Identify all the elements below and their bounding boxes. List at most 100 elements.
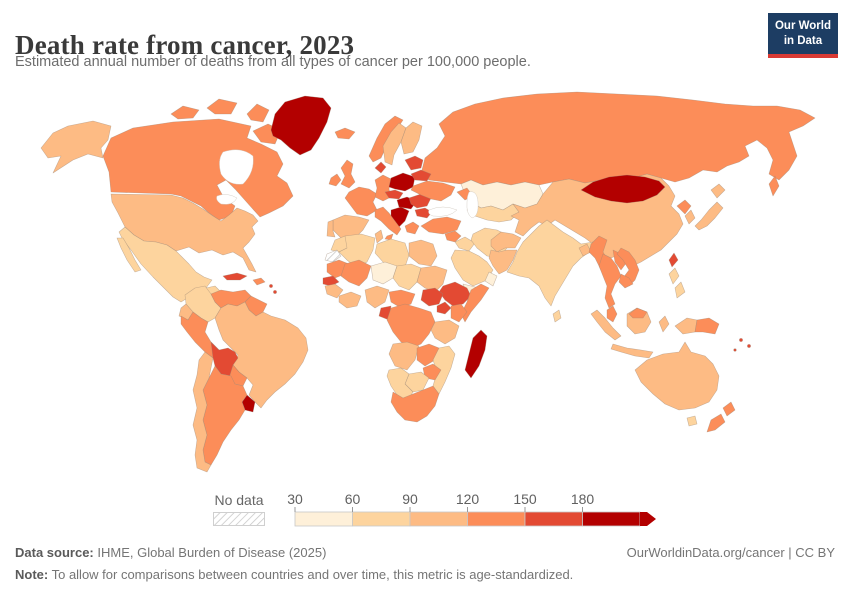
country-australia[interactable] [634,341,720,411]
country-guinea[interactable] [324,283,344,299]
country-cambodia[interactable] [618,273,634,289]
country-mali[interactable] [340,259,372,287]
country-united-kingdom[interactable] [340,159,356,189]
country-south-korea[interactable] [684,209,696,225]
svg-text:120: 120 [456,491,480,507]
country-south-africa[interactable] [390,385,440,423]
country-hispaniola[interactable] [252,277,266,286]
country-italy[interactable] [374,206,402,236]
country-japan[interactable] [694,201,724,231]
country-philippines[interactable] [674,281,686,299]
country-alaska[interactable] [40,120,112,174]
great-lakes [216,194,238,205]
no-data-swatch[interactable] [213,512,265,526]
country-sri-lanka[interactable] [552,309,562,323]
country-finland[interactable] [400,121,423,155]
country-philippines[interactable] [668,267,680,285]
legend-color-bar[interactable]: 30 60 90 120 150 180 [283,491,658,530]
country-drc[interactable] [386,303,436,349]
svg-text:60: 60 [345,491,361,507]
svg-text:30: 30 [287,491,303,507]
country-russia[interactable] [420,91,816,186]
svg-text:180: 180 [571,491,595,507]
country-sudan[interactable] [416,265,448,293]
country-chile[interactable] [192,351,214,473]
country-new-zealand[interactable] [706,413,726,433]
note-label: Note: [15,567,49,582]
country-poland[interactable] [388,172,416,192]
owid-logo-line2: in Data [783,34,823,47]
owid-logo-line1: Our World [774,20,831,32]
country-canada[interactable] [170,105,200,120]
country-new-zealand[interactable] [722,401,736,417]
country-pacific-island[interactable] [739,338,743,342]
country-somalia[interactable] [460,283,490,323]
country-japan[interactable] [710,183,726,199]
country-afghanistan[interactable] [490,231,522,253]
country-bulgaria[interactable] [414,207,433,219]
country-russia[interactable] [768,175,780,197]
country-baltics[interactable] [404,155,424,171]
country-indonesia[interactable] [674,317,698,335]
country-brazil[interactable] [214,301,309,409]
country-indonesia[interactable] [590,309,622,341]
country-syria[interactable] [444,230,462,243]
country-canada[interactable] [246,103,270,123]
country-oman[interactable] [484,271,498,287]
country-iceland[interactable] [334,127,356,140]
country-thailand[interactable] [598,253,622,309]
country-tasmania[interactable] [686,415,698,427]
caspian-sea [466,191,479,219]
country-niger[interactable] [370,261,398,285]
country-pacific-island[interactable] [747,344,751,348]
country-taiwan[interactable] [668,252,679,268]
country-czechia[interactable] [384,189,404,200]
country-ghana[interactable] [338,291,362,309]
country-cuba[interactable] [222,272,248,281]
page-title: Death rate from cancer, 2023 [15,30,355,61]
country-iraq[interactable] [454,236,476,252]
country-spain[interactable] [332,214,370,239]
country-malaysia[interactable] [606,305,618,323]
country-caribbean-island[interactable] [269,284,273,288]
country-caribbean-island[interactable] [273,290,277,294]
chart-subtitle: Estimated annual number of deaths from a… [15,54,531,70]
country-ukraine[interactable] [410,180,456,202]
country-south-sudan[interactable] [420,287,444,307]
country-kenya[interactable] [450,303,468,323]
country-greenland[interactable] [270,95,332,156]
country-pacific-island[interactable] [733,348,737,352]
owid-logo[interactable]: Our World in Data [767,13,838,58]
owid-link[interactable]: OurWorldinData.org/cancer | CC BY [626,545,835,560]
country-mexico[interactable] [116,237,142,273]
country-north-korea[interactable] [676,199,692,215]
country-mongolia[interactable] [580,174,666,204]
country-turkey[interactable] [420,216,462,235]
world-map[interactable] [25,88,825,486]
country-malaysia[interactable] [628,307,648,319]
data-source-line: Data source: IHME, Global Burden of Dise… [15,545,327,560]
country-belarus[interactable] [410,169,432,182]
country-uganda[interactable] [436,301,452,315]
country-france[interactable] [344,186,378,217]
country-tanzania[interactable] [430,319,460,345]
country-indonesia[interactable] [658,315,670,333]
country-madagascar[interactable] [464,329,488,379]
country-angola[interactable] [388,341,420,371]
country-greece[interactable] [404,221,420,235]
country-papua-new-guinea[interactable] [694,317,720,335]
country-egypt[interactable] [408,239,438,267]
note-line: Note: To allow for comparisons between c… [15,567,574,582]
country-pakistan[interactable] [488,249,518,275]
country-denmark[interactable] [374,161,387,174]
hudson-bay [219,149,254,185]
country-portugal[interactable] [326,219,336,238]
country-cameroon[interactable] [388,289,416,309]
country-tunisia[interactable] [374,229,384,244]
country-chad[interactable] [392,263,422,291]
country-canada[interactable] [206,98,238,115]
country-nigeria[interactable] [364,285,390,309]
country-indonesia[interactable] [610,343,654,359]
country-western-sahara[interactable] [324,249,342,263]
country-ireland[interactable] [328,173,342,187]
